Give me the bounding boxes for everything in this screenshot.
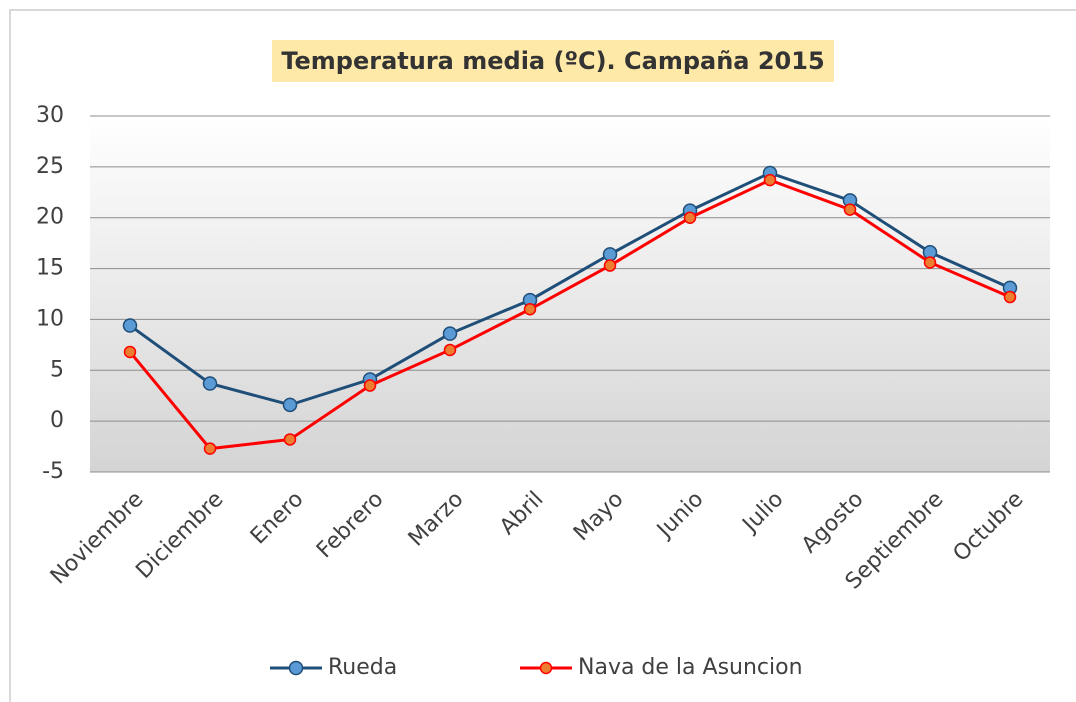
y-tick-label: 10 (36, 306, 64, 331)
legend-marker (288, 660, 304, 676)
marker (603, 259, 617, 272)
title-box (272, 40, 834, 82)
x-tick-label: Diciembre (131, 487, 228, 584)
x-tick-label: Febrero (312, 487, 388, 563)
x-tick-label: Noviembre (46, 487, 149, 590)
y-tick-label: 25 (36, 154, 64, 179)
chart-title: Temperatura media (ºC). Campaña 2015 (281, 47, 824, 75)
marker (203, 442, 217, 455)
marker (523, 303, 537, 316)
marker (442, 326, 458, 341)
y-tick-label: 30 (36, 103, 64, 128)
marker (123, 345, 137, 359)
x-tick-label: Marzo (404, 487, 469, 552)
legend-label: Nava de la Asuncion (578, 655, 803, 680)
series-line (128, 178, 1011, 451)
marker (443, 343, 457, 357)
y-tick-label: 15 (36, 256, 64, 281)
marker (1003, 290, 1017, 304)
frame (9, 9, 1076, 702)
marker (122, 318, 138, 333)
marker (283, 433, 297, 446)
legend-marker (539, 661, 553, 675)
marker (683, 211, 697, 224)
x-tick-label: Mayo (569, 487, 628, 546)
x-tick-label: Julio (737, 487, 789, 539)
legend-label: Rueda (328, 655, 397, 680)
x-tick-label: Octubre (949, 487, 1029, 567)
x-tick-label: Junio (651, 487, 708, 544)
marker (602, 247, 618, 262)
x-tick-label: Agosto (797, 487, 868, 558)
y-tick-label: 5 (50, 357, 64, 382)
series-line (129, 171, 1011, 407)
marker (923, 256, 937, 269)
marker (843, 203, 857, 216)
x-tick-label: Enero (246, 487, 309, 550)
x-tick-label: Abril (495, 487, 548, 540)
y-tick-label: 0 (50, 408, 64, 433)
marker (363, 379, 377, 392)
marker (763, 173, 777, 187)
y-tick-label: -5 (42, 459, 64, 484)
marker (282, 397, 298, 413)
plot-area (90, 116, 1050, 472)
marker (202, 376, 218, 391)
y-tick-label: 20 (36, 205, 64, 230)
